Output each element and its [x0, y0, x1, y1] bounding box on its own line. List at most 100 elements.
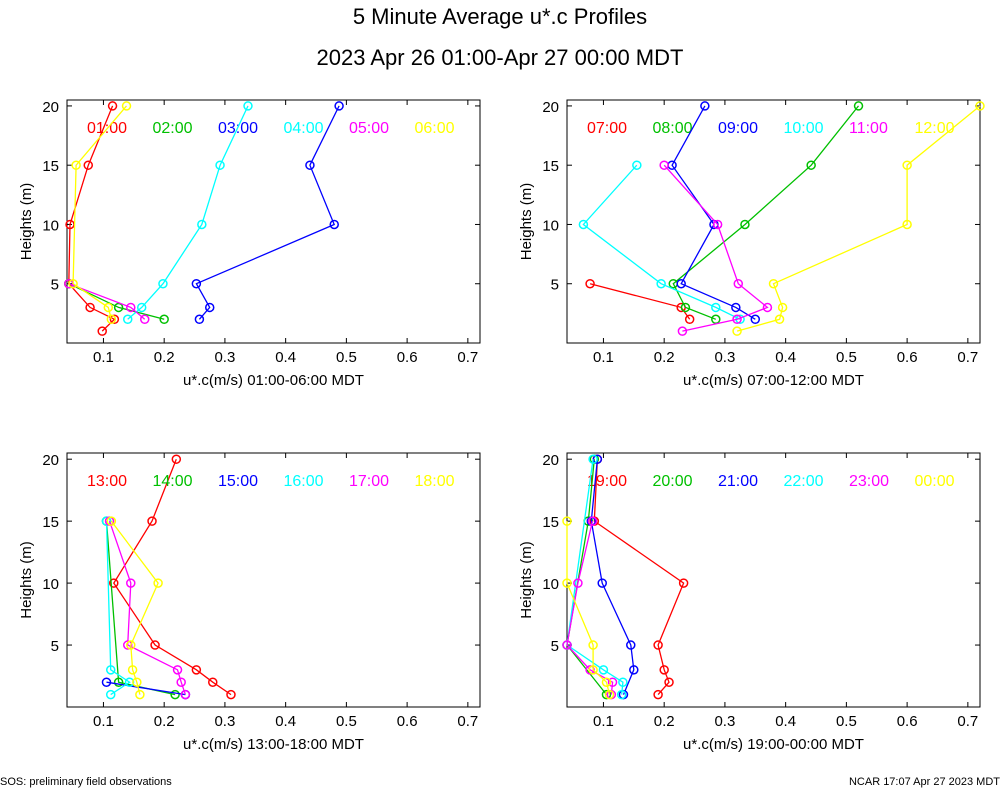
chart-panel-3: 0.1 0.2 0.3 0.4 0.5 0.6 0.7 5 10 15 20 u*.c(m/s) 13… [18, 452, 481, 753]
legend-label: 23:00 [849, 473, 889, 490]
y-tick-label: 5 [51, 638, 59, 655]
x-tick-label: 0.7 [957, 713, 978, 730]
legend-label: 19:00 [587, 473, 627, 490]
series-line-0800 [672, 105, 860, 320]
data-point [902, 160, 912, 170]
x-tick-label: 0.6 [397, 713, 418, 730]
x-tick-label: 0.4 [275, 349, 296, 366]
series-line-1200 [736, 105, 981, 332]
data-point [122, 314, 133, 325]
data-point [106, 516, 117, 526]
legend-label: 15:00 [218, 473, 258, 490]
legend-label: 05:00 [349, 120, 389, 137]
x-tick-label: 0.2 [654, 349, 675, 366]
data-point [126, 640, 136, 650]
data-point [616, 689, 627, 700]
data-point [684, 314, 695, 325]
data-point [588, 665, 598, 675]
data-point [562, 640, 572, 650]
chart-panel-4: 0.1 0.2 0.3 0.4 0.5 0.6 0.7 5 10 15 20 u*.c(m/s) 19… [518, 452, 981, 753]
data-point [103, 302, 114, 313]
series-line-1000 [582, 164, 741, 320]
data-point [71, 160, 81, 170]
x-axis-label: u*.c(m/s) 01:00-06:00 MDT [183, 372, 364, 389]
chart-panel-2: 0.1 0.2 0.3 0.4 0.5 0.6 0.7 5 10 15 20 u*.c(m/s) 07… [518, 99, 985, 389]
legend-label: 16:00 [284, 473, 324, 490]
x-tick-label: 0.3 [714, 349, 735, 366]
data-point [101, 516, 112, 526]
x-tick-label: 0.6 [897, 349, 918, 366]
data-point [777, 302, 788, 313]
data-point [113, 677, 124, 687]
chart-subtitle: 2023 Apr 26 01:00-Apr 27 00:00 MDT [316, 45, 684, 70]
x-tick-label: 0.2 [154, 349, 175, 366]
data-point [107, 101, 118, 111]
y-tick-label: 15 [42, 158, 59, 175]
legend-label: 09:00 [718, 120, 758, 137]
x-tick-label: 0.6 [397, 349, 418, 366]
x-axis-label: u*.c(m/s) 13:00-18:00 MDT [183, 736, 364, 753]
data-point [711, 302, 721, 313]
data-point [194, 314, 205, 325]
data-point [731, 302, 741, 313]
y-tick-label: 5 [551, 638, 559, 655]
x-tick-label: 0.6 [897, 713, 918, 730]
data-point [83, 160, 94, 170]
data-point [656, 278, 666, 289]
y-tick-label: 15 [542, 158, 559, 175]
data-point [85, 302, 95, 313]
data-point [122, 640, 133, 650]
y-tick-label: 10 [42, 217, 59, 234]
legend-label: 17:00 [349, 473, 389, 490]
data-point [578, 219, 589, 230]
x-tick-label: 0.5 [836, 349, 857, 366]
data-point [171, 454, 182, 464]
x-tick-label: 0.7 [457, 713, 478, 730]
data-point [126, 302, 136, 313]
x-axis-label: u*.c(m/s) 19:00-00:00 MDT [683, 736, 864, 753]
y-tick-label: 10 [542, 217, 559, 234]
x-tick-label: 0.1 [593, 349, 614, 366]
series-line-1800 [110, 520, 159, 695]
x-tick-label: 0.5 [336, 713, 357, 730]
data-point [334, 101, 344, 111]
y-tick-label: 20 [42, 452, 59, 469]
footer-source-note: SOS: preliminary field observations [0, 776, 172, 788]
data-point [774, 314, 785, 325]
series-line-0600 [72, 105, 127, 320]
legend-label: 06:00 [415, 120, 455, 137]
data-point [121, 101, 132, 111]
data-point [562, 578, 572, 588]
data-point [733, 278, 744, 289]
data-point [664, 677, 674, 687]
series-line-1100 [663, 164, 769, 332]
x-tick-label: 0.2 [654, 713, 675, 730]
data-point [598, 665, 609, 675]
legend-label: 02:00 [153, 120, 193, 137]
data-point [135, 689, 145, 700]
data-point [243, 101, 253, 111]
data-point [676, 278, 686, 289]
plot-frame [566, 99, 981, 344]
data-point [147, 516, 157, 526]
plot-frame [66, 452, 481, 708]
data-point [712, 219, 723, 230]
data-point [105, 665, 116, 675]
data-point [191, 665, 202, 675]
y-tick-label: 10 [42, 576, 59, 593]
x-tick-label: 0.7 [957, 349, 978, 366]
data-point [158, 278, 168, 289]
data-point [597, 578, 607, 588]
data-point [101, 677, 112, 687]
x-tick-label: 0.4 [775, 713, 796, 730]
data-point [180, 689, 191, 700]
x-tick-label: 0.4 [775, 349, 796, 366]
x-tick-label: 0.5 [336, 349, 357, 366]
x-tick-label: 0.4 [275, 713, 296, 730]
data-point [573, 578, 583, 588]
y-tick-label: 10 [542, 576, 559, 593]
data-point [226, 689, 236, 700]
data-point [659, 160, 669, 170]
data-point [329, 219, 339, 230]
